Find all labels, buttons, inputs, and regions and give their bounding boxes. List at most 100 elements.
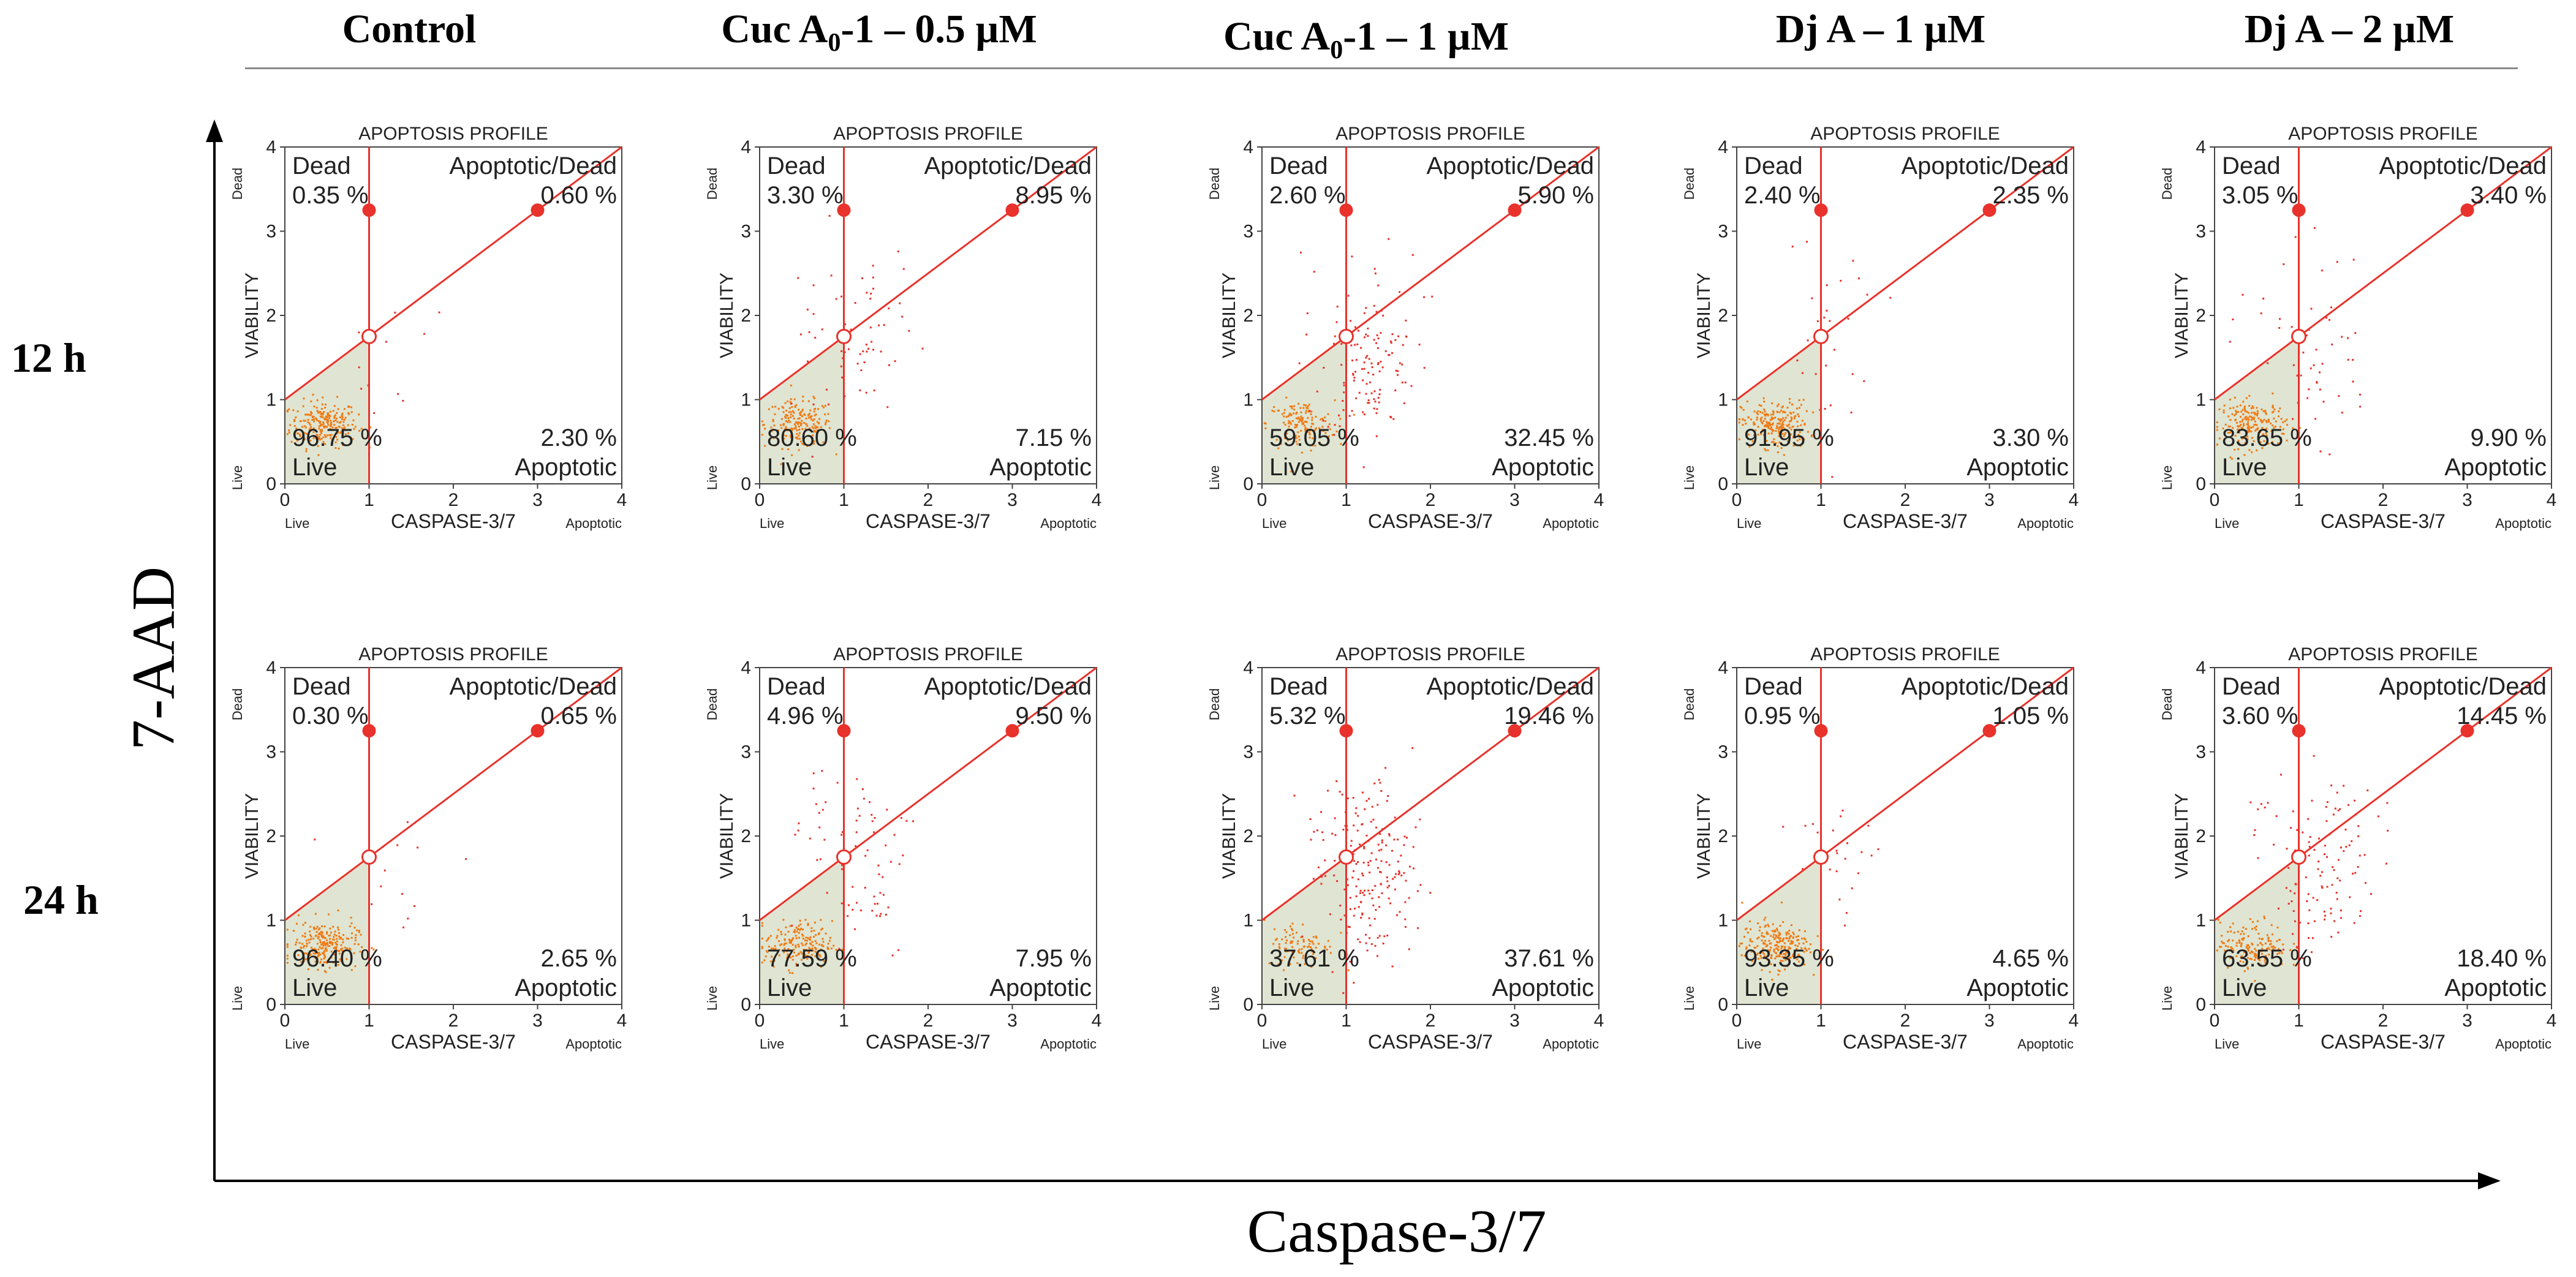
- live-event-dot: [322, 436, 325, 439]
- live-event-dot: [1297, 418, 1299, 420]
- row-label-24h: 24 h: [23, 876, 99, 923]
- live-event-dot: [818, 418, 821, 420]
- event-dots: [286, 311, 440, 456]
- live-event-dot: [2237, 930, 2239, 933]
- apoptotic-dead-event-dot: [1352, 797, 1354, 799]
- live-event-dot: [814, 955, 817, 957]
- live-event-dot: [1304, 963, 1306, 965]
- live-event-dot: [308, 429, 311, 431]
- dead-event-dot: [825, 388, 828, 391]
- live-event-dot: [1297, 421, 1300, 423]
- apoptotic-event-dot: [856, 363, 859, 365]
- apoptotic-event-dot: [1353, 870, 1354, 872]
- diagonal-gate-line: [2214, 146, 2552, 401]
- apoptotic-dead-event-dot: [1382, 314, 1384, 317]
- live-event-dot: [778, 954, 780, 957]
- x-tick-label: 3: [1509, 1011, 1520, 1031]
- live-event-dot: [1739, 405, 1742, 408]
- live-event-dot: [308, 422, 311, 424]
- apoptotic-event-dot: [1359, 843, 1361, 846]
- apoptotic-dead-event-dot: [905, 819, 908, 822]
- apoptotic-event-dot: [373, 412, 376, 414]
- live-event-dot: [2241, 930, 2243, 932]
- live-event-dot: [2261, 421, 2264, 424]
- x-tick-label: 3: [1984, 490, 1995, 510]
- live-event-dot: [322, 941, 324, 943]
- live-event-dot: [1771, 418, 1773, 421]
- live-event-dot: [1801, 937, 1804, 940]
- apoptotic-event-dot: [1857, 872, 1859, 875]
- quadrant-label-dead: Dead: [2222, 673, 2281, 700]
- live-event-dot: [1263, 919, 1266, 921]
- apoptotic-dead-event-dot: [1388, 834, 1391, 837]
- apoptotic-event-dot: [2341, 336, 2343, 338]
- apoptotic-dead-event-dot: [1840, 815, 1842, 818]
- dead-percent-label: 3.05 %: [2222, 182, 2298, 209]
- live-event-dot: [802, 400, 804, 402]
- live-event-dot: [292, 409, 295, 412]
- live-event-dot: [1302, 423, 1304, 425]
- live-event-dot: [2261, 409, 2263, 410]
- apoptotic-event-dot: [1322, 420, 1324, 422]
- apoptotic-event-dot: [2349, 896, 2351, 898]
- live-event-dot: [323, 411, 325, 413]
- live-event-dot: [2247, 412, 2249, 414]
- live-event-dot: [1805, 949, 1808, 952]
- apoptotic-event-dot: [414, 905, 415, 907]
- live-event-dot: [764, 445, 766, 447]
- live-event-dot: [1792, 445, 1795, 447]
- live-event-dot: [787, 421, 789, 423]
- live-event-dot: [1290, 423, 1292, 425]
- live-event-dot: [1797, 954, 1800, 956]
- live-event-dot: [798, 449, 800, 451]
- live-event-dot: [2257, 920, 2259, 922]
- live-event-dot: [309, 439, 311, 442]
- live-event-dot: [1740, 954, 1743, 957]
- apoptotic-dead-event-dot: [1405, 319, 1407, 322]
- live-event-dot: [1781, 422, 1784, 424]
- live-event-dot: [1796, 421, 1799, 423]
- live-event-dot: [334, 446, 337, 449]
- apoptotic-event-dot: [2292, 910, 2295, 912]
- live-event-dot: [809, 416, 812, 418]
- live-event-dot: [2263, 428, 2265, 431]
- live-event-dot: [325, 418, 327, 421]
- live-event-dot: [2272, 393, 2274, 394]
- live-event-dot: [814, 951, 817, 953]
- apoptotic-event-dot: [2359, 405, 2362, 408]
- live-event-dot: [304, 952, 306, 954]
- live-event-dot: [812, 396, 815, 398]
- apoptotic-event-dot: [1381, 892, 1383, 894]
- live-event-dot: [321, 424, 323, 426]
- apoptotic-event-dot: [1377, 347, 1379, 349]
- apoptotic-dead-event-dot: [858, 815, 861, 817]
- live-event-dot: [784, 943, 786, 945]
- live-event-dot: [318, 952, 320, 954]
- live-event-dot: [1788, 426, 1791, 429]
- live-event-dot: [312, 431, 315, 433]
- apoptotic-dead-event-dot: [1400, 854, 1402, 857]
- apoptotic-dead-event-dot: [1399, 872, 1400, 874]
- apoptotic-event-dot: [2307, 893, 2310, 895]
- x-max-label: Apoptotic: [565, 1036, 622, 1052]
- live-event-dot: [1746, 401, 1748, 402]
- apoptotic-event-dot: [873, 895, 875, 898]
- gate-center-marker: [836, 328, 852, 344]
- live-event-dot: [344, 426, 346, 429]
- x-tick-label: 1: [2294, 1011, 2304, 1031]
- live-event-dot: [346, 958, 348, 960]
- apoptotic-dead-event-dot: [869, 801, 871, 804]
- live-event-dot: [2253, 416, 2255, 419]
- live-event-dot: [1796, 939, 1799, 941]
- live-event-dot: [2281, 963, 2283, 965]
- live-event-dot: [790, 436, 792, 439]
- apoptotic-event-dot: [1352, 374, 1354, 376]
- apoptotic-event-dot: [2300, 374, 2302, 377]
- live-event-dot: [313, 405, 315, 408]
- x-tick-label: 1: [839, 1011, 849, 1031]
- live-event-dot: [1777, 445, 1779, 447]
- live-event-dot: [1764, 916, 1767, 919]
- apoptotic-dead-event-dot: [880, 350, 882, 353]
- y-min-label: Live: [230, 465, 245, 490]
- x-tick-label: 2: [448, 490, 459, 510]
